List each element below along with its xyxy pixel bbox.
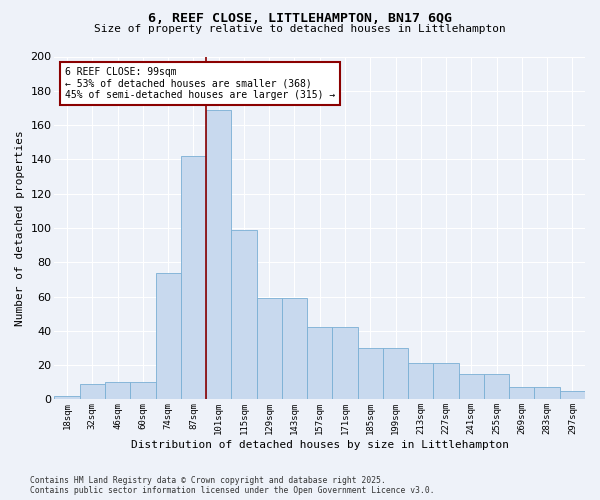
Bar (408, 364, 433, 400)
Bar (307, 328, 332, 400)
Bar (433, 364, 458, 400)
Text: 6, REEF CLOSE, LITTLEHAMPTON, BN17 6QG: 6, REEF CLOSE, LITTLEHAMPTON, BN17 6QG (148, 12, 452, 26)
Bar (130, 382, 155, 400)
Bar (155, 272, 181, 400)
Bar (509, 388, 535, 400)
Bar (232, 230, 257, 400)
Bar (206, 110, 232, 400)
Bar (282, 298, 307, 400)
Y-axis label: Number of detached properties: Number of detached properties (15, 130, 25, 326)
Bar (358, 348, 383, 400)
Bar (535, 388, 560, 400)
Bar (484, 374, 509, 400)
Bar (55, 396, 80, 400)
Bar (181, 156, 206, 400)
Bar (560, 391, 585, 400)
Bar (332, 328, 358, 400)
Text: Size of property relative to detached houses in Littlehampton: Size of property relative to detached ho… (94, 24, 506, 34)
Bar (80, 384, 105, 400)
Bar (105, 382, 130, 400)
Bar (383, 348, 408, 400)
Bar (458, 374, 484, 400)
X-axis label: Distribution of detached houses by size in Littlehampton: Distribution of detached houses by size … (131, 440, 509, 450)
Text: Contains HM Land Registry data © Crown copyright and database right 2025.
Contai: Contains HM Land Registry data © Crown c… (30, 476, 434, 495)
Text: 6 REEF CLOSE: 99sqm
← 53% of detached houses are smaller (368)
45% of semi-detac: 6 REEF CLOSE: 99sqm ← 53% of detached ho… (65, 67, 335, 100)
Bar (257, 298, 282, 400)
